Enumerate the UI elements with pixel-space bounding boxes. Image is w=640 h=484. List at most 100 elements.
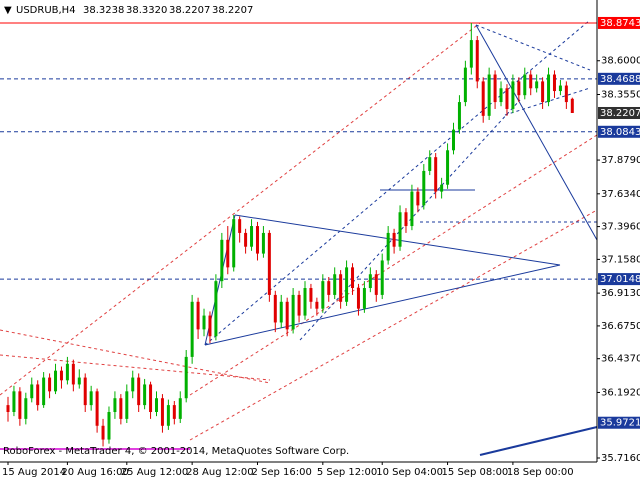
candle-body <box>404 212 408 227</box>
candle-body <box>30 384 34 399</box>
candle-body <box>309 288 313 302</box>
header-value: 38.3238 <box>83 5 124 16</box>
candle-body <box>386 232 390 261</box>
x-tick-label: 18 Sep 00:00 <box>507 467 574 478</box>
candle-body <box>178 398 182 419</box>
trend-line <box>299 99 521 341</box>
y-tick-label: 38.6000 <box>601 56 640 67</box>
candle-body <box>190 301 194 357</box>
candle-body <box>356 288 360 309</box>
y-tick-label: 37.1580 <box>601 254 640 265</box>
x-tick-label: 28 Aug 12:00 <box>186 467 253 478</box>
menu-arrow[interactable]: ▼ <box>4 5 12 16</box>
candle-body <box>149 384 153 412</box>
header-value: 38.2207 <box>169 5 210 16</box>
candle-body <box>339 274 343 302</box>
candle-body <box>362 288 366 309</box>
candle-body <box>155 398 158 412</box>
candle-body <box>452 129 455 151</box>
candle-body <box>541 81 545 103</box>
candle-body <box>380 260 384 295</box>
x-tick-label: 15 Aug 2014 <box>2 467 66 478</box>
level-box <box>598 72 640 85</box>
level-label: 38.8743 <box>600 18 640 29</box>
candle-body <box>523 74 527 96</box>
candle-body <box>184 356 188 399</box>
candle-body <box>202 315 206 330</box>
candle-body <box>481 81 485 116</box>
candle-body <box>327 281 331 295</box>
candle-body <box>220 239 224 282</box>
level-label: 37.0148 <box>600 274 640 285</box>
triangle-line <box>204 264 561 346</box>
candle-body <box>267 232 271 295</box>
candle-body <box>469 40 473 68</box>
channel-line <box>189 134 598 396</box>
candle-body <box>196 301 200 330</box>
candle-body <box>238 219 242 233</box>
candle-body <box>71 363 75 385</box>
candle-body <box>570 98 574 113</box>
candle-body <box>345 267 349 302</box>
y-tick-label: 35.7160 <box>601 453 640 464</box>
candle-body <box>172 405 176 419</box>
candle-body <box>410 191 414 227</box>
target-line <box>475 24 598 241</box>
candle-body <box>261 232 265 254</box>
y-tick-label: 37.8790 <box>601 155 640 166</box>
candle-body <box>416 191 420 206</box>
candle-body <box>101 425 105 440</box>
candle-body <box>457 102 461 130</box>
level-label: 38.0843 <box>600 127 640 138</box>
candle-body <box>529 74 533 89</box>
candle-body <box>446 150 450 185</box>
candle-body <box>214 281 218 337</box>
level-label: 38.4688 <box>600 74 640 85</box>
footer: RoboForex - MetaTrader 4, © 2001-2014, M… <box>3 446 349 457</box>
candle-body <box>505 88 509 109</box>
candle-body <box>83 377 87 406</box>
candle-body <box>493 74 497 103</box>
candle-body <box>547 74 551 103</box>
level-box <box>598 125 640 138</box>
candle-body <box>6 405 10 412</box>
candle-body <box>487 74 491 116</box>
candle-body <box>119 398 123 419</box>
x-tick-label: 20 Aug 16:00 <box>61 467 128 478</box>
candle-body <box>291 294 295 330</box>
candle-body <box>24 398 28 419</box>
candle-body <box>475 40 479 82</box>
candle-body <box>321 281 325 309</box>
candle-body <box>440 184 444 192</box>
y-tick-label: 36.1920 <box>601 387 640 398</box>
candle-body <box>36 384 40 406</box>
channel-line <box>0 22 481 396</box>
plot-area <box>0 22 597 447</box>
candle-body <box>315 301 319 309</box>
candle-body <box>333 274 337 295</box>
candle-body <box>65 363 69 381</box>
candle-body <box>273 294 277 323</box>
candle-body <box>351 267 355 289</box>
candle-body <box>77 377 81 385</box>
triangle-line <box>234 214 561 266</box>
x-tick-label: 2 Sep 16:00 <box>251 467 311 478</box>
candle-body <box>42 377 46 406</box>
candle-body <box>160 398 164 426</box>
level-label: 35.9721 <box>600 418 640 429</box>
candle-body <box>250 226 254 247</box>
candle-body <box>113 398 117 412</box>
trend-line <box>479 426 598 456</box>
candle-body <box>398 212 402 247</box>
candle-body <box>95 391 99 426</box>
candle-body <box>511 81 515 109</box>
candle-body <box>535 81 539 89</box>
candle-body <box>368 274 372 289</box>
y-tick-label: 37.6340 <box>601 189 640 200</box>
candle-body <box>107 411 111 440</box>
level-box <box>598 273 640 286</box>
candle-body <box>297 294 301 316</box>
candle-body <box>499 88 503 103</box>
